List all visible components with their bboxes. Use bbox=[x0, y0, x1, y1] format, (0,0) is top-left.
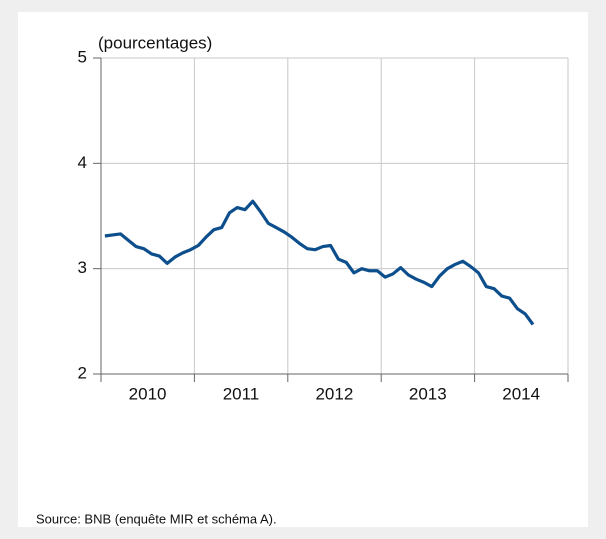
x-tick-label: 2010 bbox=[129, 384, 167, 403]
series-line bbox=[104, 199, 535, 326]
x-tick-label: 2014 bbox=[502, 384, 540, 403]
y-tick-label: 2 bbox=[78, 363, 87, 382]
y-tick-label: 3 bbox=[78, 258, 87, 277]
y-tick-label: 5 bbox=[78, 47, 87, 66]
panel bbox=[18, 12, 588, 527]
x-tick-label: 2011 bbox=[223, 384, 260, 403]
y-tick-label: 4 bbox=[78, 153, 87, 172]
x-tick-label: 2012 bbox=[315, 384, 353, 403]
x-tick-label: 2013 bbox=[409, 384, 447, 403]
source-note: Source: BNB (enquête MIR et schéma A). bbox=[36, 511, 277, 526]
chart-title: (pourcentages) bbox=[98, 33, 212, 52]
